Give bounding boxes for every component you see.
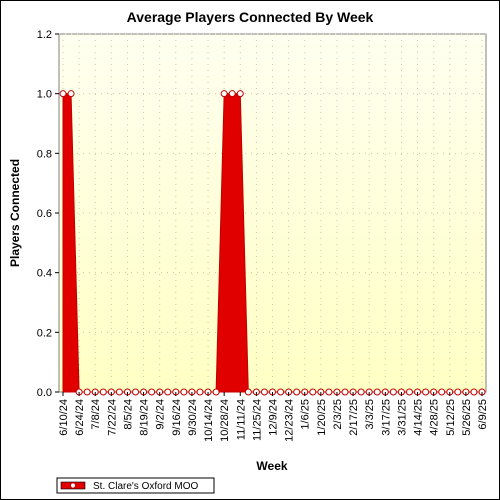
x-tick-label: 9/16/24 (171, 399, 183, 436)
legend-label: St. Clare's Oxford MOO (93, 481, 198, 492)
y-tick-label: 0.4 (37, 268, 52, 280)
x-tick-label: 11/25/24 (251, 399, 263, 441)
x-tick-label: 6/24/24 (74, 399, 86, 436)
data-point (260, 388, 268, 396)
legend-box (56, 477, 215, 494)
data-point (277, 388, 285, 396)
plot-area (58, 33, 487, 393)
data-point (83, 388, 91, 396)
data-point (422, 388, 430, 396)
x-tick-label: 8/5/24 (122, 399, 134, 430)
data-point (389, 388, 397, 396)
x-tick-label: 6/9/25 (477, 399, 489, 430)
data-point (309, 388, 317, 396)
data-point (148, 388, 156, 396)
x-tick-label: 1/20/25 (316, 399, 328, 436)
x-tick-label: 2/17/25 (348, 399, 360, 436)
y-tick-label: 0.0 (37, 387, 52, 399)
x-tick-label: 9/30/24 (187, 399, 199, 436)
data-point (357, 388, 365, 396)
data-point (373, 388, 381, 396)
y-axis-title: Players Connected (8, 159, 22, 267)
data-point (293, 388, 301, 396)
x-tick-label: 5/26/25 (461, 399, 473, 436)
data-point (244, 388, 252, 396)
x-tick-label: 2/3/25 (332, 399, 344, 430)
y-axis: 0.0 0.2 0.4 0.6 0.8 1.0 1.2 (37, 29, 59, 399)
data-point (236, 90, 244, 98)
data-point (164, 388, 172, 396)
data-point (115, 388, 123, 396)
x-axis-title: Week (256, 459, 287, 473)
data-point (228, 90, 236, 98)
y-tick-label: 0.8 (37, 148, 52, 160)
data-point (325, 388, 333, 396)
data-point (196, 388, 204, 396)
data-point (59, 90, 67, 98)
y-tick-label: 0.2 (37, 327, 52, 339)
data-point (132, 388, 140, 396)
x-tick-label: 7/22/24 (106, 399, 118, 436)
data-point (341, 388, 349, 396)
x-tick-label: 3/3/25 (364, 399, 376, 430)
data-point (470, 388, 478, 396)
x-tick-label: 6/10/24 (58, 399, 70, 436)
y-tick-label: 1.2 (37, 29, 52, 41)
x-tick-label: 5/12/25 (445, 399, 457, 436)
data-point (405, 388, 413, 396)
y-tick-label: 0.6 (37, 208, 52, 220)
x-tick-label: 7/8/24 (90, 399, 102, 430)
data-point (220, 90, 228, 98)
x-tick-label: 10/14/24 (203, 399, 215, 442)
x-tick-label: 3/17/25 (380, 399, 392, 436)
x-tick-label: 3/31/25 (396, 399, 408, 436)
y-tick-label: 1.0 (37, 89, 52, 101)
x-tick-label: 9/2/24 (155, 399, 167, 430)
data-point (180, 388, 188, 396)
data-point (99, 388, 107, 396)
data-point (454, 388, 462, 396)
x-tick-label: 12/23/24 (284, 399, 296, 442)
legend-marker (70, 482, 76, 489)
x-axis: 6/10/24 6/24/24 7/8/24 7/22/24 8/5/24 8/19/24… (58, 392, 489, 442)
data-point (212, 388, 220, 396)
x-tick-label: 1/6/25 (300, 399, 312, 430)
chart-title: Average Players Connected By Week (127, 9, 374, 25)
data-point (438, 388, 446, 396)
x-tick-label: 8/19/24 (139, 399, 151, 436)
x-tick-label: 10/28/24 (219, 399, 231, 442)
legend: St. Clare's Oxford MOO (56, 477, 215, 494)
x-tick-label: 4/28/25 (429, 399, 441, 436)
x-tick-label: 4/14/25 (413, 399, 425, 436)
data-point (67, 90, 75, 98)
x-tick-label: 12/9/24 (268, 399, 280, 436)
x-tick-label: 11/11/24 (235, 399, 247, 440)
